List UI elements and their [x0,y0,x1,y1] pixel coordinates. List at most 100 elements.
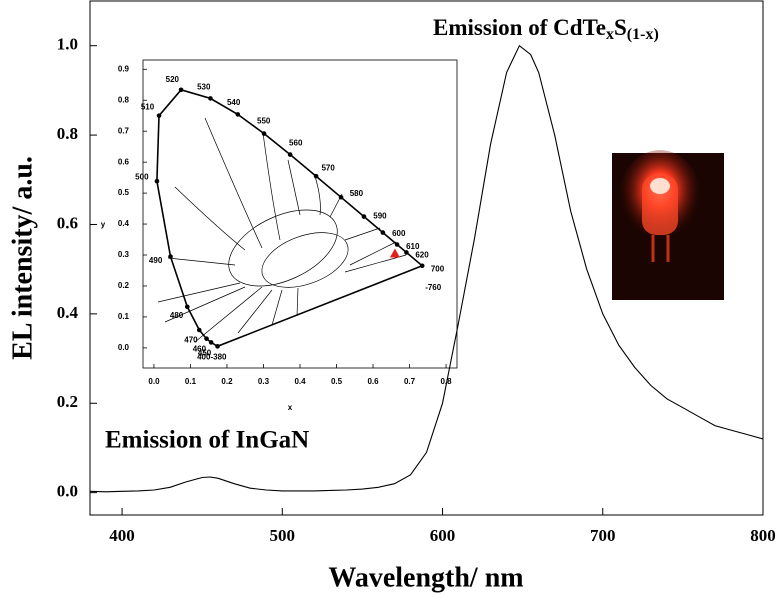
inset-x-tick-label: 0.2 [221,377,233,386]
inset-y-tick-label: 0.2 [118,281,130,290]
led-photo [612,150,724,300]
locus-label: 450 [198,348,212,357]
deco-line [344,254,407,273]
data-line [89,44,764,493]
locus-point [361,214,367,219]
locus-label: 490 [149,256,163,265]
locus-point [156,113,162,118]
inset-x-tick-label: 0.0 [148,377,160,386]
deco-region [261,232,349,288]
deco-line [174,186,246,251]
locus-label: 530 [197,83,211,92]
deco-line [271,289,283,326]
y-tick-label: 0.8 [57,124,78,143]
locus-point [261,131,267,136]
annotation: Emission of InGaN [105,427,309,454]
locus-point [196,327,202,333]
led-body [642,175,678,235]
inset-x-tick-label: 0.5 [331,377,343,386]
isotemp-lines [157,117,407,343]
annotation-part: Emission of CdTe [433,15,606,40]
locus-label: 480 [170,311,184,320]
inset-y-tick-label: 0.0 [118,343,130,352]
inset-x-tick-label: 0.1 [185,377,197,386]
locus-point [208,340,214,345]
deco-region [228,209,338,287]
inset-y-tick-label: 0.8 [118,95,130,104]
locus-point [184,304,190,310]
locus-label: 460 [193,345,207,354]
inset-x-label: x [288,403,293,412]
deco-line [194,286,263,343]
x-tick-label: 500 [270,526,296,545]
x-tick-label: 700 [590,526,616,545]
locus-label: 580 [350,189,364,198]
x-axis-label: Wavelength/ nm [328,562,523,593]
locus-label: 550 [257,117,271,126]
locus-point [204,336,209,341]
y-tick-label: 0.6 [57,213,78,232]
locus-label: 700 [431,264,445,273]
x-tick-label: 400 [109,526,135,545]
inset-y-tick-label: 0.5 [118,188,130,197]
locus-point [208,96,213,101]
locus-label: 570 [321,163,335,172]
locus-label: 610 [406,242,420,251]
inset-y-tick-label: 0.4 [118,219,130,228]
y-axis-label: EL intensity/ a.u. [7,156,38,360]
color-point [389,248,400,258]
locus-label: 520 [166,75,180,84]
locus-label: 400-380 [197,353,227,362]
locus-point [178,87,184,93]
plot-frame [89,0,764,516]
annotation-part: (1-x) [627,26,659,43]
locus-label: 540 [227,98,241,107]
inset-x-tick-label: 0.7 [404,377,416,386]
locus-point [404,250,409,255]
locus-label: 510 [141,102,155,111]
locus-point [235,112,241,117]
inset: x y 0.0 0.1 0.2 0.3 0.4 0.5 0.6 0.7 0.8 0.0 0.1 0.2… [98,55,460,420]
deco-line [237,289,273,334]
deco-line [314,175,321,216]
inset-y-tick-label: 0.3 [118,250,130,259]
locus-label: -760 [425,283,442,292]
x-tick-label: 800 [750,526,776,545]
inset-x-tick-label: 0.4 [294,377,306,386]
locus-label: 590 [373,211,387,220]
annotation: Emission of CdTexS(1-x) [433,15,659,42]
deco-line [287,159,301,216]
y-tick-label: 0.0 [57,482,78,501]
locus-point [287,152,293,157]
deco-line [349,241,397,266]
deco-line [204,117,263,249]
locus-point [380,230,386,235]
inset-y-tick-label: 0.1 [118,312,130,321]
deco-line [262,132,281,241]
locus-label: 470 [184,335,198,344]
y-tick-label: 0.2 [57,392,78,411]
locus-label: 560 [289,138,303,147]
deco-line [164,286,246,323]
locus-point [215,344,220,349]
inset-x-tick-label: 0.6 [367,377,379,386]
annotation-part: S [614,15,627,40]
annotation-part: x [606,26,614,43]
locus-label: 600 [392,229,406,238]
y-tick-label: 0.4 [57,303,79,322]
inset-y-tick-label: 0.6 [118,157,130,166]
led-core [650,178,670,194]
locus-label: 500 [135,172,149,181]
inset-y-tick-label: 0.7 [118,126,130,135]
x-tick-label: 600 [430,526,456,545]
locus-point [394,242,400,247]
inset-y-tick-label: 0.9 [118,64,130,73]
deco-line [296,287,299,317]
deco-line [157,282,241,303]
inset-y-label: y [101,220,106,229]
locus-point [154,178,160,184]
deco-line [167,257,236,266]
inset-x-tick-label: 0.3 [258,377,270,386]
locus-point [419,263,425,269]
